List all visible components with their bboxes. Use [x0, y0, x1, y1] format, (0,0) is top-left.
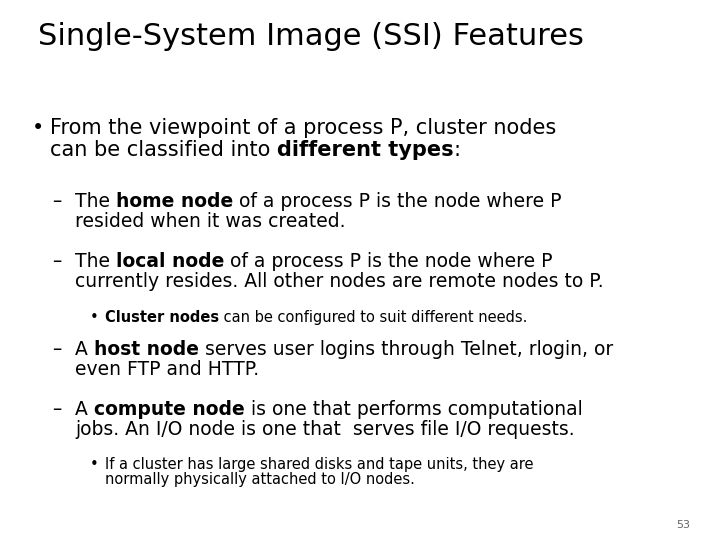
Text: jobs. An I/O node is one that  serves file I/O requests.: jobs. An I/O node is one that serves fil…	[75, 420, 575, 438]
Text: Single-System Image (SSI) Features: Single-System Image (SSI) Features	[38, 22, 584, 51]
Text: resided when it was created.: resided when it was created.	[75, 212, 346, 231]
Text: serves user logins through Telnet, rlogin, or: serves user logins through Telnet, rlogi…	[199, 340, 613, 359]
Text: of a process P is the node where P: of a process P is the node where P	[233, 192, 562, 211]
Text: A: A	[75, 340, 94, 359]
Text: host node: host node	[94, 340, 199, 359]
Text: of a process P is the node where P: of a process P is the node where P	[225, 252, 553, 271]
Text: :: :	[454, 140, 461, 160]
Text: –: –	[52, 192, 61, 211]
Text: 53: 53	[676, 520, 690, 530]
Text: normally physically attached to I/O nodes.: normally physically attached to I/O node…	[105, 472, 415, 487]
Text: –: –	[52, 400, 61, 419]
Text: –: –	[52, 252, 61, 271]
Text: different types: different types	[277, 140, 454, 160]
Text: home node: home node	[116, 192, 233, 211]
Text: local node: local node	[116, 252, 225, 271]
Text: From the viewpoint of a process P, cluster nodes: From the viewpoint of a process P, clust…	[50, 118, 557, 138]
Text: The: The	[75, 192, 116, 211]
Text: can be classified into: can be classified into	[50, 140, 277, 160]
Text: –: –	[52, 340, 61, 359]
Text: can be configured to suit different needs.: can be configured to suit different need…	[219, 310, 528, 325]
Text: even FTP and HTTP.: even FTP and HTTP.	[75, 360, 259, 379]
Text: •: •	[90, 310, 99, 325]
Text: compute node: compute node	[94, 400, 245, 419]
Text: •: •	[90, 457, 99, 472]
Text: currently resides. All other nodes are remote nodes to P.: currently resides. All other nodes are r…	[75, 272, 603, 291]
Text: A: A	[75, 400, 94, 419]
Text: is one that performs computational: is one that performs computational	[245, 400, 582, 419]
Text: If a cluster has large shared disks and tape units, they are: If a cluster has large shared disks and …	[105, 457, 534, 472]
Text: The: The	[75, 252, 116, 271]
Text: •: •	[32, 118, 44, 138]
Text: Cluster nodes: Cluster nodes	[105, 310, 219, 325]
